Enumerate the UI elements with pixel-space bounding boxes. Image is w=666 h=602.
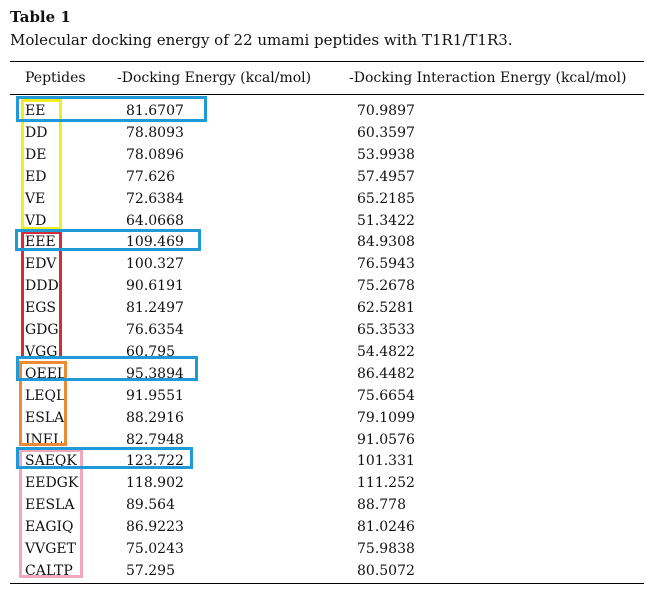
interaction-energy-cell: 76.5943 xyxy=(357,256,415,273)
peptide-cell: VE xyxy=(25,190,46,207)
interaction-energy-cell: 91.0576 xyxy=(357,431,415,448)
peptide-cell: LEQL xyxy=(25,387,66,404)
table-title: Table 1 xyxy=(10,8,71,26)
interaction-energy-cell: 65.2185 xyxy=(357,190,415,207)
docking-energy-cell: 100.327 xyxy=(126,256,184,273)
docking-energy-cell: 82.7948 xyxy=(126,431,184,448)
docking-energy-cell: 91.9551 xyxy=(126,387,184,404)
peptide-cell: EEDGK xyxy=(25,475,79,492)
table-row: EESLA 89.564 88.778 xyxy=(0,494,666,516)
docking-energy-cell: 60.795 xyxy=(126,343,175,360)
interaction-energy-cell: 86.4482 xyxy=(357,365,415,382)
interaction-energy-cell: 75.6654 xyxy=(357,387,415,404)
docking-energy-cell: 95.3894 xyxy=(126,365,184,382)
peptide-cell: VGG xyxy=(25,343,58,360)
docking-energy-cell: 109.469 xyxy=(126,234,184,251)
interaction-energy-cell: 81.0246 xyxy=(357,519,415,536)
table-row: LEQL 91.9551 75.6654 xyxy=(0,385,666,407)
interaction-energy-cell: 62.5281 xyxy=(357,300,415,317)
table-row: GDG 76.6354 65.3533 xyxy=(0,319,666,341)
column-header-peptides: Peptides xyxy=(25,70,86,86)
peptide-cell: VD xyxy=(25,212,47,229)
interaction-energy-cell: 57.4957 xyxy=(357,168,415,185)
table-top-rule xyxy=(10,61,644,62)
table-row: DD 78.8093 60.3597 xyxy=(0,122,666,144)
peptide-cell: SAEQK xyxy=(25,453,77,470)
peptide-cell: GDG xyxy=(25,322,59,338)
docking-energy-cell: 78.8093 xyxy=(126,124,184,141)
peptide-cell: QEEL xyxy=(25,365,67,382)
peptide-cell: INEL xyxy=(25,431,63,448)
table-caption: Molecular docking energy of 22 umami pep… xyxy=(10,31,513,49)
interaction-energy-cell: 111.252 xyxy=(357,475,415,492)
interaction-energy-cell: 53.9938 xyxy=(357,146,415,163)
docking-energy-cell: 123.722 xyxy=(126,453,184,470)
docking-energy-cell: 72.6384 xyxy=(126,190,184,207)
docking-energy-cell: 86.9223 xyxy=(126,519,184,536)
peptide-cell: ED xyxy=(25,168,47,185)
table-row: EDV 100.327 76.5943 xyxy=(0,253,666,275)
table-row: DDD 90.6191 75.2678 xyxy=(0,275,666,297)
docking-energy-cell: 90.6191 xyxy=(126,278,184,295)
docking-energy-cell: 64.0668 xyxy=(126,212,184,229)
interaction-energy-cell: 80.5072 xyxy=(357,562,415,579)
table-header-rule xyxy=(10,94,644,95)
table-row: QEEL 95.3894 86.4482 xyxy=(0,363,666,385)
docking-energy-cell: 81.6707 xyxy=(126,103,184,119)
docking-energy-cell: 81.2497 xyxy=(126,300,184,317)
table-row: EE 81.6707 70.9897 xyxy=(0,100,666,122)
table-row: ED 77.626 57.4957 xyxy=(0,166,666,188)
table-row: EEDGK 118.902 111.252 xyxy=(0,472,666,494)
docking-energy-cell: 89.564 xyxy=(126,497,175,514)
interaction-energy-cell: 51.3422 xyxy=(357,212,415,229)
table-row: EGS 81.2497 62.5281 xyxy=(0,297,666,319)
column-header-interaction-energy: -Docking Interaction Energy (kcal/mol) xyxy=(349,70,627,86)
peptide-cell: EESLA xyxy=(25,497,75,514)
table-bottom-rule xyxy=(10,583,644,584)
table-row: SAEQK 123.722 101.331 xyxy=(0,450,666,472)
table-row: VE 72.6384 65.2185 xyxy=(0,188,666,210)
interaction-energy-cell: 75.2678 xyxy=(357,278,415,295)
interaction-energy-cell: 101.331 xyxy=(357,453,415,470)
interaction-energy-cell: 60.3597 xyxy=(357,124,415,141)
docking-energy-cell: 77.626 xyxy=(126,168,175,185)
peptide-cell: DDD xyxy=(25,278,59,295)
peptide-cell: EGS xyxy=(25,300,56,317)
table-row: EAGIQ 86.9223 81.0246 xyxy=(0,516,666,538)
docking-energy-cell: 76.6354 xyxy=(126,322,184,338)
table-row: VD 64.0668 51.3422 xyxy=(0,210,666,232)
docking-energy-cell: 78.0896 xyxy=(126,146,184,163)
docking-energy-cell: 57.295 xyxy=(126,562,175,579)
interaction-energy-cell: 65.3533 xyxy=(357,322,415,338)
table-row: CALTP 57.295 80.5072 xyxy=(0,560,666,582)
peptide-cell: ESLA xyxy=(25,409,65,426)
table-row: EEE 109.469 84.9308 xyxy=(0,231,666,253)
table-row: ESLA 88.2916 79.1099 xyxy=(0,407,666,429)
table-row: VGG 60.795 54.4822 xyxy=(0,341,666,363)
table-row: INEL 82.7948 91.0576 xyxy=(0,429,666,451)
peptide-cell: EDV xyxy=(25,256,57,273)
interaction-energy-cell: 84.9308 xyxy=(357,234,415,251)
interaction-energy-cell: 79.1099 xyxy=(357,409,415,426)
peptide-cell: EE xyxy=(25,103,46,119)
docking-energy-cell: 118.902 xyxy=(126,475,184,492)
table-row: VVGET 75.0243 75.9838 xyxy=(0,538,666,560)
docking-energy-cell: 88.2916 xyxy=(126,409,184,426)
peptide-cell: EAGIQ xyxy=(25,519,74,536)
interaction-energy-cell: 88.778 xyxy=(357,497,406,514)
side-marker xyxy=(16,96,19,122)
interaction-energy-cell: 75.9838 xyxy=(357,541,415,557)
interaction-energy-cell: 70.9897 xyxy=(357,103,415,119)
peptide-cell: DD xyxy=(25,124,48,141)
peptide-cell: CALTP xyxy=(25,562,73,579)
interaction-energy-cell: 54.4822 xyxy=(357,343,415,360)
column-header-docking-energy: -Docking Energy (kcal/mol) xyxy=(117,70,312,86)
docking-energy-cell: 75.0243 xyxy=(126,541,184,557)
peptide-cell: DE xyxy=(25,146,47,163)
peptide-cell: VVGET xyxy=(25,541,76,557)
table-row: DE 78.0896 53.9938 xyxy=(0,144,666,166)
peptide-cell: EEE xyxy=(25,234,56,251)
